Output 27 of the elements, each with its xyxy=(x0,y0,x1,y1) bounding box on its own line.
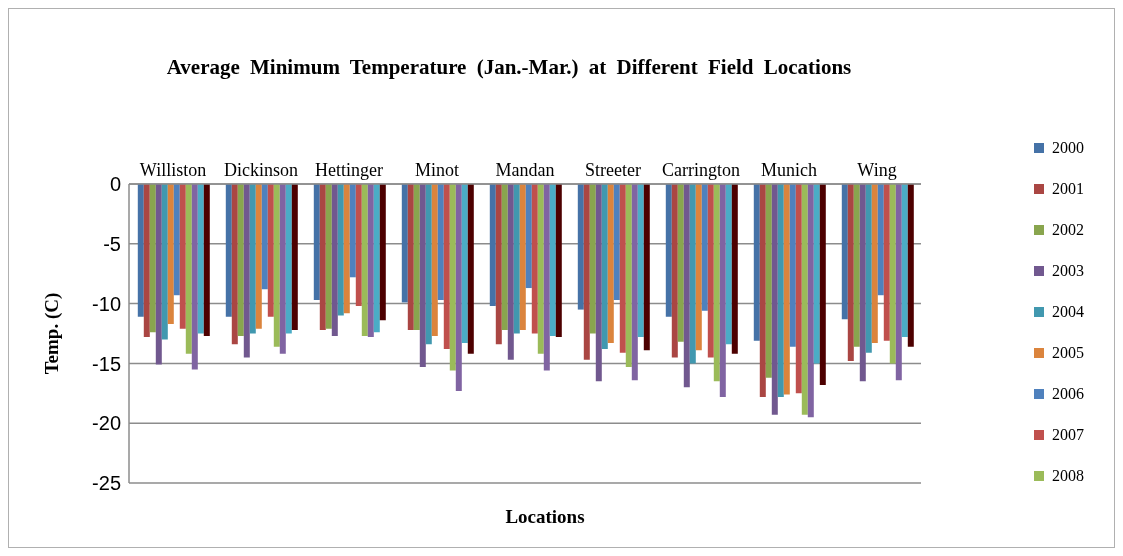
legend-label: 2008 xyxy=(1052,466,1084,485)
legend-label: 2001 xyxy=(1052,179,1084,198)
y-axis-title: Temp. (C) xyxy=(40,292,63,375)
legend-label: 2007 xyxy=(1052,425,1084,444)
x-tick-label: Wing xyxy=(857,160,897,180)
legend-label: 2000 xyxy=(1052,138,1084,157)
x-tick-label: Streeter xyxy=(585,160,641,180)
x-tick-label: Minot xyxy=(414,160,460,180)
x-tick-label: Dickinson xyxy=(224,160,298,180)
x-tick-label: Carrington xyxy=(662,160,740,180)
legend-label: 2004 xyxy=(1052,302,1084,321)
chart-title: Average Minimum Temperature (Jan.-Mar.) at Different Field Locations xyxy=(165,55,853,80)
y-tick-label: -25 xyxy=(92,472,121,495)
x-tick-label: Mandan xyxy=(495,160,555,180)
x-tick-label: Hettinger xyxy=(315,160,383,180)
y-tick-label: -20 xyxy=(92,412,121,435)
y-tick-label: -5 xyxy=(103,232,121,255)
legend-label: 2002 xyxy=(1052,220,1084,239)
y-tick-label: -15 xyxy=(92,352,121,375)
legend-label: 2006 xyxy=(1052,384,1084,403)
legend-label: 2005 xyxy=(1052,343,1084,362)
x-axis-title: Locations xyxy=(504,506,586,528)
x-tick-label: Munich xyxy=(761,160,817,180)
x-tick-label: Williston xyxy=(139,160,207,180)
y-tick-label: 0 xyxy=(109,173,121,196)
legend-label: 2003 xyxy=(1052,261,1084,280)
y-tick-label: -10 xyxy=(92,292,121,315)
